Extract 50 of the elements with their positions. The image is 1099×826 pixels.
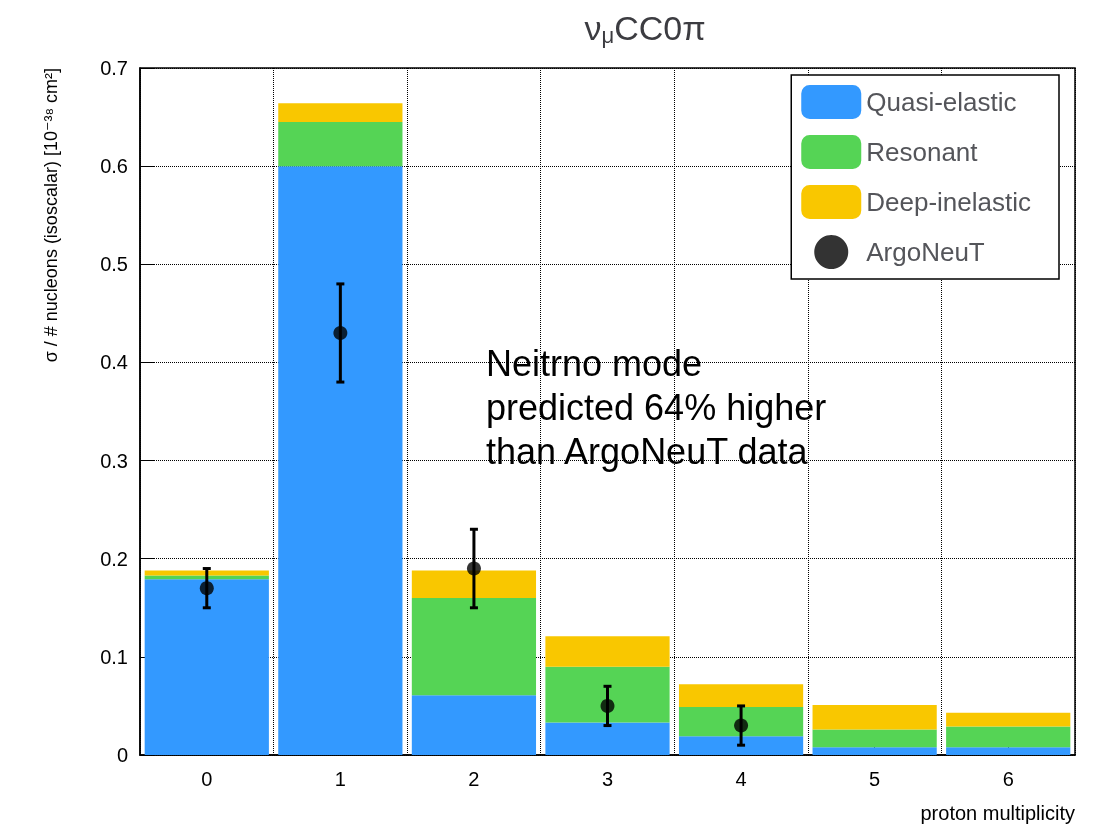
bar xyxy=(411,570,537,598)
point xyxy=(600,698,615,713)
legend-label: ArgoNeuT xyxy=(866,237,985,267)
point xyxy=(466,561,481,576)
bar xyxy=(278,166,403,755)
y-axis-title: σ / # nucleons (isoscalar) [10⁻³⁸ cm²] xyxy=(41,68,61,363)
bar xyxy=(144,575,269,580)
bar xyxy=(545,722,670,755)
bar xyxy=(812,704,937,730)
bar xyxy=(545,666,670,723)
bar xyxy=(678,706,804,737)
y-tick-label: 0.6 xyxy=(100,155,128,178)
bar xyxy=(812,747,937,755)
y-tick-label: 0 xyxy=(116,744,128,766)
x-tick-label: 2 xyxy=(468,768,480,790)
legend-label: Deep-inelastic xyxy=(866,187,1031,217)
legend-label: Resonant xyxy=(866,137,979,167)
x-tick-label: 5 xyxy=(869,768,881,790)
x-axis-title: proton multiplicity xyxy=(920,802,1075,824)
bar xyxy=(545,636,670,667)
y-tick-label: 0.5 xyxy=(100,253,128,276)
x-tick-label: 4 xyxy=(735,768,747,790)
y-tick-label: 0.4 xyxy=(100,351,128,374)
bar xyxy=(411,597,537,696)
x-tick-label: 6 xyxy=(1002,768,1014,790)
point xyxy=(199,581,214,596)
annotation: Neitrno mode xyxy=(486,342,703,384)
bar xyxy=(678,736,804,755)
annotation: than ArgoNeuT data xyxy=(486,430,809,472)
point xyxy=(734,718,749,733)
bar xyxy=(946,712,1071,727)
bar xyxy=(678,684,804,707)
bar xyxy=(278,121,403,167)
bar xyxy=(144,579,269,755)
y-tick-label: 0.1 xyxy=(100,645,128,668)
bar xyxy=(144,570,269,576)
y-tick-label: 0.2 xyxy=(100,547,128,570)
bar xyxy=(946,726,1071,748)
x-tick-label: 1 xyxy=(334,768,346,790)
legend-label: Quasi-elastic xyxy=(866,87,1017,117)
y-tick-label: 0.7 xyxy=(100,57,128,79)
annotation: predicted 64% higher xyxy=(486,386,827,428)
bar xyxy=(278,103,403,122)
x-tick-label: 0 xyxy=(201,768,213,790)
y-tick-label: 0.3 xyxy=(100,449,128,472)
bar xyxy=(812,729,937,748)
bar xyxy=(946,747,1071,755)
bar xyxy=(411,695,537,755)
point xyxy=(333,325,348,340)
x-tick-label: 3 xyxy=(601,768,614,790)
